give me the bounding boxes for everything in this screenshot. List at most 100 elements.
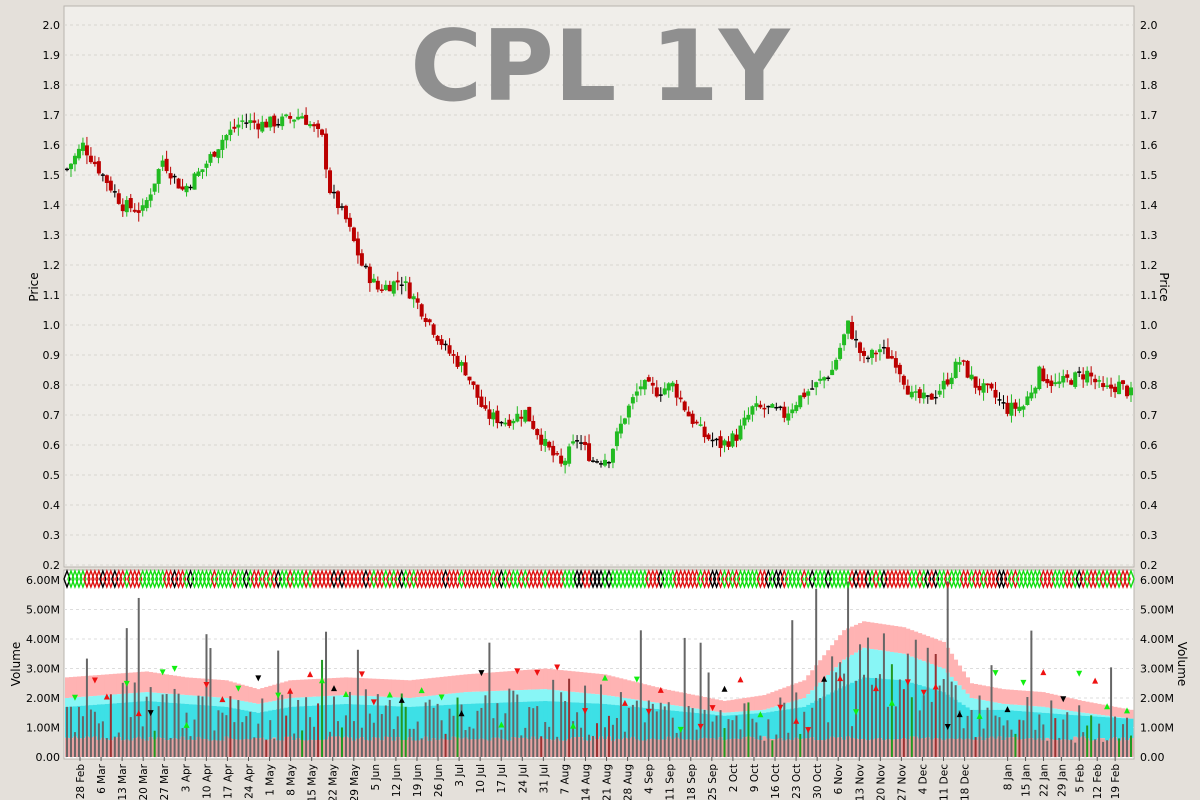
volume-bar	[639, 630, 642, 757]
candle-body	[1001, 402, 1006, 404]
candle-body	[989, 383, 994, 389]
candle-body	[224, 135, 229, 141]
volume-bar	[1110, 667, 1113, 757]
candle-body	[766, 405, 771, 408]
volume-band-upper	[65, 677, 70, 698]
volume-bar	[799, 733, 802, 757]
price-tick-label-left: 0.3	[43, 529, 61, 542]
volume-band-mid	[188, 695, 193, 705]
signal-diamond	[967, 569, 976, 589]
signal-diamond	[931, 569, 940, 589]
candle-body	[985, 383, 990, 386]
signal-diamond	[1003, 569, 1012, 589]
volume-bar	[360, 727, 363, 757]
volume-bar	[305, 697, 308, 757]
signal-diamond	[485, 569, 494, 589]
candle-body	[862, 351, 867, 356]
candle-body	[626, 405, 631, 418]
volume-band-mid	[268, 701, 273, 711]
candle-body	[96, 161, 101, 174]
volume-band-upper	[551, 669, 556, 690]
candle-body	[316, 123, 321, 129]
volume-bar	[779, 697, 782, 757]
candle-body	[834, 359, 839, 370]
volume-band-upper	[1125, 709, 1130, 719]
signal-marker	[1104, 703, 1111, 710]
candle-body	[575, 440, 580, 442]
volume-band-mid	[264, 702, 269, 712]
candle-body	[280, 116, 285, 127]
volume-bar	[165, 694, 168, 757]
price-tick-label-left: 0.8	[43, 379, 61, 392]
volume-band-mid	[563, 691, 568, 702]
volume-bar	[1014, 733, 1017, 757]
candle-body	[308, 124, 313, 127]
candle-body	[730, 433, 735, 447]
x-date-label: 13 Mar	[117, 763, 129, 800]
signal-marker	[386, 691, 393, 698]
candle-body	[702, 426, 707, 438]
volume-bar	[301, 730, 304, 757]
volume-bar	[117, 732, 120, 757]
signal-diamond	[1123, 569, 1131, 589]
volume-band-upper	[471, 673, 476, 692]
volume-band-upper	[758, 695, 763, 711]
volume-bar	[277, 650, 280, 757]
volume-band-upper	[738, 698, 743, 712]
candle-body	[395, 280, 400, 283]
signal-diamond	[123, 569, 131, 589]
volume-band-upper	[905, 628, 911, 656]
volume-bar	[707, 672, 710, 757]
volume-bar	[1078, 705, 1081, 757]
volume-band-upper	[244, 685, 249, 702]
signal-diamond	[401, 569, 410, 589]
volume-band-upper	[399, 679, 405, 698]
volume-band-mid	[431, 695, 437, 706]
volume-band-mid	[850, 654, 855, 683]
signal-diamond	[63, 569, 71, 589]
candle-body	[391, 281, 396, 294]
volume-band-mid	[140, 692, 146, 702]
volume-band-upper	[435, 677, 440, 696]
candle-body	[176, 178, 181, 189]
volume-band-upper	[1041, 692, 1046, 707]
candle-body	[519, 416, 524, 419]
volume-band-mid	[873, 649, 879, 679]
signal-marker	[992, 670, 999, 677]
volume-band-upper	[92, 675, 98, 696]
volume-band-upper	[144, 671, 150, 693]
volume-bar	[611, 724, 614, 757]
volume-bar	[221, 712, 224, 757]
signal-marker	[307, 671, 314, 678]
volume-band-mid	[674, 705, 680, 711]
candle-body	[479, 396, 484, 407]
volume-band-mid	[1073, 711, 1078, 716]
signal-diamond	[653, 569, 661, 589]
volume-bar	[819, 697, 822, 757]
volume-bar	[492, 718, 495, 757]
volume-band-mid	[359, 695, 365, 705]
signal-diamond	[445, 569, 454, 589]
candle-body	[1113, 386, 1118, 393]
volume-band-inner	[292, 706, 297, 741]
volume-bar	[651, 703, 654, 757]
volume-bar	[1038, 714, 1041, 757]
volume-bar	[647, 700, 650, 757]
volume-band-upper	[511, 670, 516, 691]
volume-bar	[966, 715, 969, 757]
volume-band-upper	[280, 682, 285, 700]
volume-bar	[835, 672, 838, 757]
signal-diamond	[322, 569, 330, 589]
candle-body	[276, 124, 281, 126]
volume-band-upper	[156, 673, 162, 693]
signal-diamond	[103, 569, 111, 589]
signal-diamond	[354, 569, 362, 589]
volume-band-upper	[316, 678, 321, 697]
volume-bar	[480, 707, 483, 757]
candle-body	[196, 171, 201, 176]
volume-bar	[544, 722, 547, 757]
volume-band-upper	[503, 671, 508, 691]
volume-band-upper	[583, 672, 588, 694]
volume-bar	[970, 709, 973, 757]
signal-marker	[932, 683, 939, 690]
